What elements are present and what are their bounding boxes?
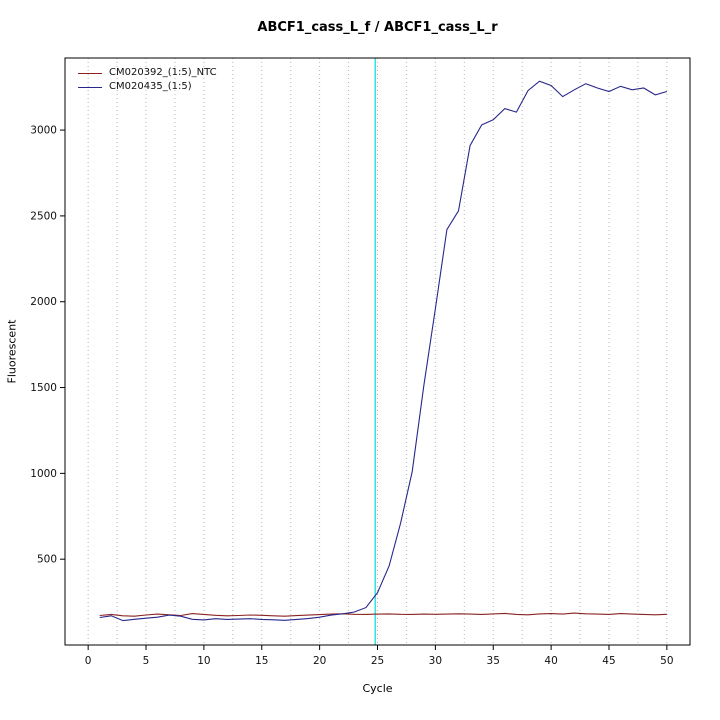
- legend: CM020392_(1:5)_NTC CM020435_(1:5): [78, 66, 217, 94]
- x-tick-label: 5: [143, 655, 150, 667]
- series-line-1: [99, 80, 668, 622]
- x-tick-label: 40: [544, 655, 557, 667]
- legend-line-swatch-sample: [78, 86, 102, 88]
- y-tick-label: 3000: [30, 125, 57, 137]
- legend-label-ntc: CM020392_(1:5)_NTC: [109, 67, 217, 78]
- legend-line-swatch-ntc: [78, 72, 102, 74]
- x-tick-label: 25: [371, 655, 384, 667]
- x-axis-label: Cycle: [362, 682, 393, 695]
- x-tick-label: 20: [313, 655, 326, 667]
- y-tick-label: 500: [37, 554, 57, 566]
- chart-title: ABCF1_cass_L_f / ABCF1_cass_L_r: [257, 20, 498, 35]
- series-line-0: [99, 612, 667, 617]
- x-tick-label: 10: [197, 655, 210, 667]
- legend-label-sample: CM020435_(1:5): [109, 81, 192, 92]
- legend-entry-sample: CM020435_(1:5): [78, 80, 217, 94]
- x-tick-label: 35: [487, 655, 500, 667]
- x-tick-label: 30: [429, 655, 442, 667]
- y-tick-label: 1500: [30, 382, 57, 394]
- x-tick-label: 50: [660, 655, 673, 667]
- legend-entry-ntc: CM020392_(1:5)_NTC: [78, 66, 217, 80]
- x-tick-label: 0: [85, 655, 92, 667]
- x-tick-label: 15: [255, 655, 268, 667]
- y-tick-label: 2000: [30, 296, 57, 308]
- y-tick-label: 1000: [30, 468, 57, 480]
- y-tick-label: 2500: [30, 210, 57, 222]
- x-tick-label: 45: [602, 655, 615, 667]
